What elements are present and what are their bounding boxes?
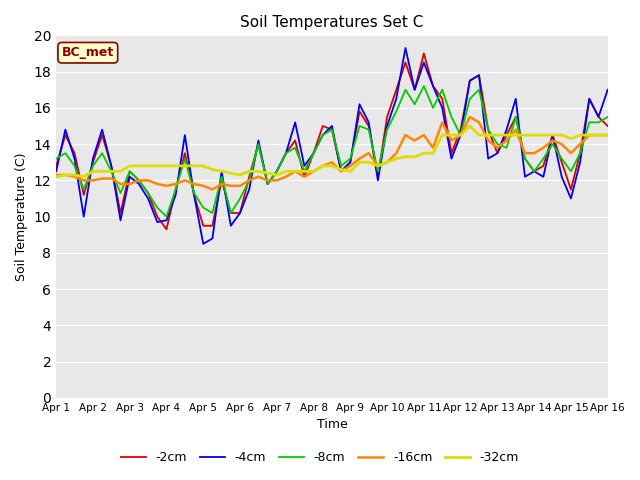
-8cm (52, 156, 60, 161)
-16cm (163, 183, 170, 189)
-4cm (604, 87, 612, 93)
-2cm (255, 141, 262, 147)
-16cm (466, 114, 474, 120)
-8cm (190, 190, 198, 196)
-4cm (392, 96, 400, 102)
Title: Soil Temperatures Set C: Soil Temperatures Set C (240, 15, 424, 30)
Legend: -2cm, -4cm, -8cm, -16cm, -32cm: -2cm, -4cm, -8cm, -16cm, -32cm (116, 446, 524, 469)
-2cm (356, 108, 364, 114)
Line: -2cm: -2cm (56, 53, 608, 229)
-32cm (181, 163, 189, 169)
-16cm (392, 150, 400, 156)
-4cm (163, 217, 170, 223)
-32cm (604, 132, 612, 138)
-4cm (356, 101, 364, 107)
-4cm (402, 45, 410, 51)
-2cm (392, 87, 400, 93)
-2cm (604, 123, 612, 129)
-8cm (255, 141, 262, 147)
-4cm (255, 138, 262, 144)
-2cm (163, 227, 170, 232)
-16cm (181, 178, 189, 183)
Y-axis label: Soil Temperature (C): Soil Temperature (C) (15, 153, 28, 281)
-32cm (52, 174, 60, 180)
-16cm (548, 138, 556, 144)
-4cm (200, 241, 207, 247)
-8cm (548, 141, 556, 147)
-2cm (548, 132, 556, 138)
-16cm (356, 156, 364, 161)
-2cm (172, 187, 179, 192)
-32cm (466, 123, 474, 129)
-4cm (548, 132, 556, 138)
-8cm (604, 114, 612, 120)
-32cm (346, 168, 354, 174)
-8cm (356, 123, 364, 129)
-8cm (420, 83, 428, 89)
-16cm (255, 174, 262, 180)
-2cm (190, 192, 198, 198)
-8cm (163, 214, 170, 219)
-4cm (52, 168, 60, 174)
-32cm (383, 159, 391, 165)
-16cm (209, 187, 216, 192)
-2cm (420, 50, 428, 56)
Line: -4cm: -4cm (56, 48, 608, 244)
Text: BC_met: BC_met (61, 46, 114, 59)
-4cm (181, 132, 189, 138)
Line: -16cm: -16cm (56, 117, 608, 190)
-2cm (52, 163, 60, 169)
Line: -32cm: -32cm (56, 126, 608, 177)
X-axis label: Time: Time (317, 419, 348, 432)
-32cm (163, 163, 170, 169)
Line: -8cm: -8cm (56, 86, 608, 216)
-8cm (392, 108, 400, 114)
-8cm (172, 187, 179, 192)
-32cm (245, 168, 253, 174)
-16cm (52, 172, 60, 178)
-16cm (604, 132, 612, 138)
-32cm (540, 132, 547, 138)
